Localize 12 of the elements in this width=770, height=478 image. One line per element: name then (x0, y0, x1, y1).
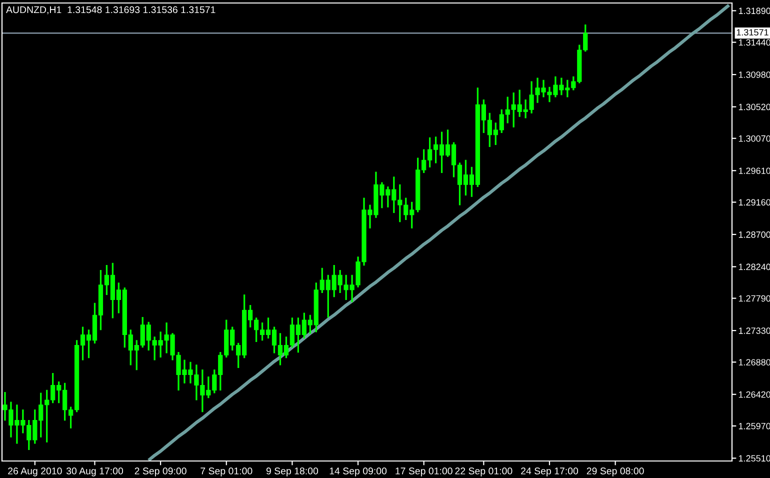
x-tick-label: 14 Sep 09:00 (330, 468, 387, 476)
x-tick-label: 29 Sep 08:00 (586, 468, 644, 476)
chart-title: AUDNZD,H1 1.31548 1.31693 1.31536 1.31571 (6, 6, 216, 14)
x-tick-label: 9 Sep 18:00 (266, 468, 318, 476)
x-tick-label: 2 Sep 09:00 (134, 468, 186, 476)
x-tick-label: 7 Sep 01:00 (200, 468, 252, 476)
ref-line-label: 1.31571 (736, 29, 768, 36)
x-tick-label: 17 Sep 01:00 (396, 468, 452, 476)
x-tick-label: 30 Aug 17:00 (66, 468, 124, 476)
x-tick-label: 26 Aug 2010 (8, 468, 62, 476)
x-tick-label: 24 Sep 17:00 (521, 468, 578, 476)
x-tick-label: 22 Sep 01:00 (455, 468, 512, 476)
